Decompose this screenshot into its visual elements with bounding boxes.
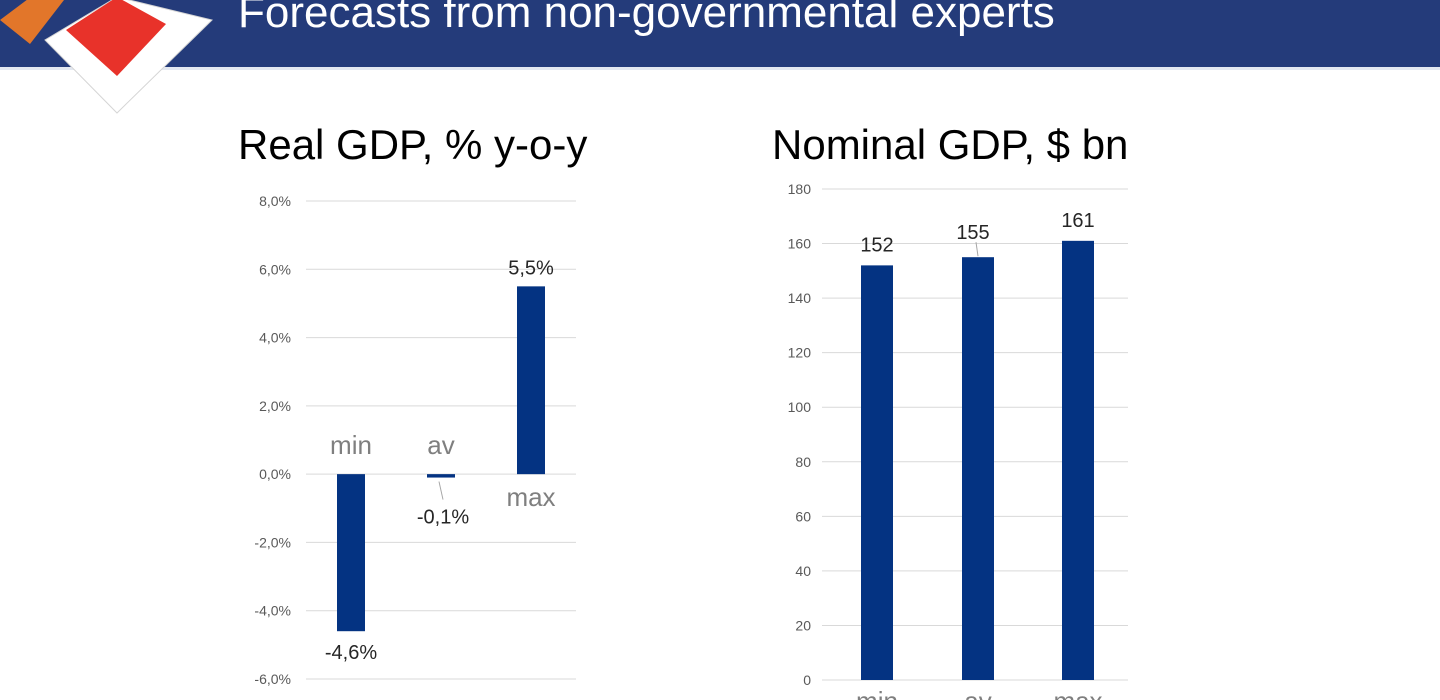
real-gdp-y-tick-label: 8,0% (259, 193, 291, 209)
header-divider (0, 67, 1440, 70)
slide-title: Forecasts from non-governmental experts (238, 0, 1055, 37)
logo (0, 0, 213, 114)
nominal-gdp-y-tick-label: 120 (788, 345, 812, 361)
real-gdp-y-tick-label: 0,0% (259, 466, 291, 482)
real-gdp-leader-line (438, 481, 444, 500)
real-gdp-y-tick-label: -4,0% (254, 603, 291, 619)
nominal-gdp-category-label: max (1053, 686, 1102, 700)
real-gdp-category-label: av (427, 430, 454, 460)
real-gdp-data-label: -0,1% (417, 507, 469, 529)
logo-red-square (66, 0, 166, 76)
real-gdp-y-tick-label: 4,0% (259, 330, 291, 346)
nominal-gdp-y-tick-label: 160 (788, 236, 812, 252)
real-gdp-chart: 8,0% 6,0% 4,0% 2,0% 0,0% -2,0% -4,0% -6,0% -4,6%… (254, 193, 576, 687)
real-gdp-y-tick-label: -6,0% (254, 671, 291, 687)
nominal-gdp-bar-max (1062, 240, 1094, 681)
nominal-gdp-y-tick-label: 40 (795, 563, 811, 579)
nominal-gdp-y-tick-label: 20 (795, 617, 811, 633)
nominal-gdp-bar-av (962, 257, 994, 680)
nominal-gdp-bar-min (861, 265, 893, 680)
real-gdp-data-label: -4,6% (325, 642, 377, 664)
real-gdp-category-label: max (506, 482, 555, 512)
nominal-gdp-chart-title: Nominal GDP, $ bn (772, 121, 1129, 168)
real-gdp-bar-min (337, 474, 365, 632)
nominal-gdp-y-tick-label: 0 (803, 672, 811, 688)
nominal-gdp-category-label: av (964, 686, 991, 700)
header-bar (0, 0, 1440, 67)
nominal-gdp-leader-line (975, 242, 979, 257)
nominal-gdp-y-tick-label: 100 (788, 399, 812, 415)
nominal-gdp-y-tick-label: 60 (795, 508, 811, 524)
real-gdp-chart-title: Real GDP, % y-o-y (238, 121, 588, 168)
nominal-gdp-y-tick-label: 180 (788, 181, 812, 197)
real-gdp-y-tick-label: -2,0% (254, 534, 291, 550)
real-gdp-y-tick-label: 6,0% (259, 261, 291, 277)
nominal-gdp-data-label: 155 (956, 222, 989, 244)
real-gdp-y-tick-label: 2,0% (259, 398, 291, 414)
real-gdp-category-label: min (330, 430, 372, 460)
nominal-gdp-y-tick-label: 80 (795, 454, 811, 470)
real-gdp-bar-av (427, 474, 455, 478)
logo-orange-square (0, 0, 64, 44)
nominal-gdp-data-label: 152 (860, 234, 893, 256)
nominal-gdp-category-label: min (856, 686, 898, 700)
nominal-gdp-y-tick-label: 140 (788, 290, 812, 306)
real-gdp-bar-max (517, 286, 545, 475)
nominal-gdp-chart: 180 160 140 120 100 80 60 40 20 0 152 min 155 av 161 ma… (788, 181, 1128, 700)
real-gdp-data-label: 5,5% (508, 257, 554, 279)
nominal-gdp-data-label: 161 (1061, 210, 1094, 232)
